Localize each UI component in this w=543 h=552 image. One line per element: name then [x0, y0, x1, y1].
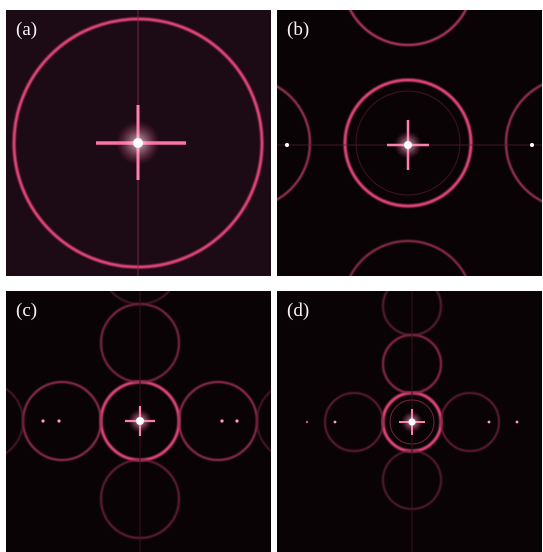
- diffraction-panel-a: (a): [6, 10, 271, 276]
- side-ring-right: [505, 83, 542, 203]
- diffraction-image-a: [6, 10, 271, 276]
- side-spot-right-2: [235, 419, 239, 423]
- panel-label-b: (b): [287, 19, 310, 40]
- side-spot-left-2: [57, 419, 61, 423]
- diffraction-panel-d: (d): [277, 291, 542, 552]
- side-spot-right: [530, 143, 534, 147]
- diffraction-panel-b: (b): [277, 10, 542, 276]
- side-spot-right-1: [487, 420, 491, 424]
- ring-left-2: [6, 387, 24, 455]
- center-spot: [136, 417, 144, 425]
- panel-label-d: (d): [287, 300, 310, 321]
- side-spot-right-2: [515, 420, 519, 424]
- center-spot: [133, 138, 143, 148]
- side-spot-right-1: [220, 419, 224, 423]
- panel-label-c: (c): [16, 300, 38, 321]
- diffraction-image-b: [277, 10, 542, 276]
- panel-label-a: (a): [16, 19, 38, 40]
- side-ring-left: [277, 85, 311, 201]
- inner-faint-ring: [355, 90, 461, 196]
- center-spot: [408, 418, 416, 426]
- diffraction-panel-c: (c): [6, 291, 271, 552]
- center-spot: [404, 141, 412, 149]
- diffraction-image-d: [277, 291, 542, 552]
- side-ring-top: [349, 10, 467, 47]
- diffraction-image-c: [6, 291, 271, 552]
- ring-right-1: [440, 392, 500, 452]
- ring-right-2: [256, 390, 271, 452]
- side-ring-bottom: [349, 240, 467, 276]
- side-spot-left-1: [41, 419, 45, 423]
- side-spot-left-2: [305, 420, 309, 424]
- ring-left-1: [324, 392, 384, 452]
- central-ring: [343, 78, 473, 208]
- side-spot-left: [285, 143, 289, 147]
- side-spot-left-1: [333, 420, 337, 424]
